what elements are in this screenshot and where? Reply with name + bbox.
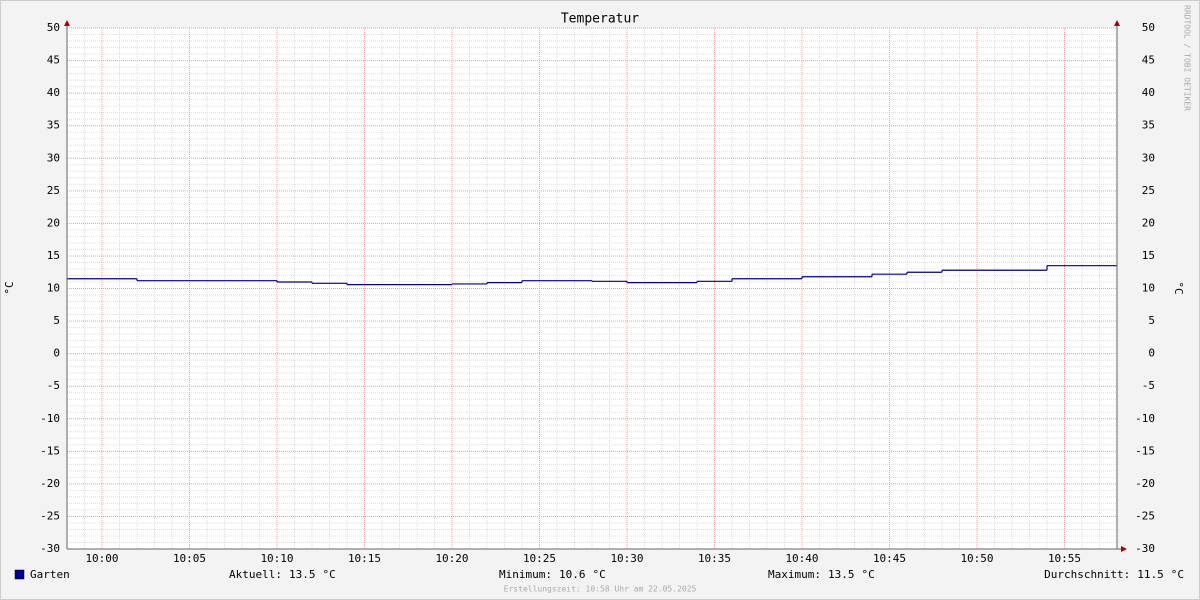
stat: Aktuell: 13.5 °C [229, 568, 336, 581]
y2-tick-label: -30 [1135, 542, 1155, 555]
y2-tick-label: 25 [1142, 184, 1155, 197]
stat: Durchschnitt: 11.5 °C [1044, 568, 1184, 581]
y2-tick-label: -25 [1135, 509, 1155, 522]
legend-label: Garten [30, 568, 70, 581]
y2-tick-label: 30 [1142, 151, 1155, 164]
y-tick-label: -30 [40, 542, 60, 555]
stat-value: 13.5 [289, 568, 316, 581]
y-tick-label: 40 [47, 86, 60, 99]
x-tick-label: 10:55 [1048, 552, 1081, 565]
y-tick-label: 5 [53, 314, 60, 327]
y-tick-label: 50 [47, 21, 60, 34]
x-tick-label: 10:45 [873, 552, 906, 565]
grid [67, 27, 1117, 550]
y-tick-label: 30 [47, 151, 60, 164]
y2-tick-label: 35 [1142, 119, 1155, 132]
y2-tick-label: -15 [1135, 444, 1155, 457]
x-tick-label: 10:50 [960, 552, 993, 565]
stat-label: Durchschnitt: [1044, 568, 1130, 581]
y-tick-label: 45 [47, 54, 60, 67]
stat-value: 10.6 [559, 568, 586, 581]
y-tick-label: -5 [47, 379, 60, 392]
y-tick-label: 20 [47, 216, 60, 229]
stat-unit: °C [592, 568, 605, 581]
stat-value: 11.5 [1137, 568, 1164, 581]
y2-tick-label: 0 [1148, 347, 1155, 360]
y2-tick-label: 20 [1142, 216, 1155, 229]
stat-label: Aktuell: [229, 568, 282, 581]
x-tick-label: 10:40 [785, 552, 818, 565]
stat-unit: °C [1171, 568, 1184, 581]
y2-tick-label: 15 [1142, 249, 1155, 262]
marks [67, 265, 1117, 286]
stat-unit: °C [322, 568, 335, 581]
x-tick-label: 10:00 [85, 552, 118, 565]
stat-label: Maximum: [768, 568, 821, 581]
x-tick-label: 10:10 [260, 552, 293, 565]
legend-swatch [14, 569, 25, 580]
y2-tick-label: 5 [1148, 314, 1155, 327]
y2-tick-label: 40 [1142, 86, 1155, 99]
x-tick-label: 10:05 [173, 552, 206, 565]
y-tick-label: -25 [40, 509, 60, 522]
y2-tick-label: 45 [1142, 54, 1155, 67]
y-tick-label: -20 [40, 477, 60, 490]
y-tick-label: 35 [47, 119, 60, 132]
y2-tick-label: -20 [1135, 477, 1155, 490]
stat: Minimum: 10.6 °C [499, 568, 606, 581]
footer: Erstellungszeit: 10:58 Uhr am 22.05.2025 [504, 585, 697, 594]
x-tick-label: 10:25 [523, 552, 556, 565]
x-tick-label: 10:15 [348, 552, 381, 565]
y2-axis-label: °C [1172, 281, 1185, 294]
x-tick-label: 10:35 [698, 552, 731, 565]
y2-tick-label: -10 [1135, 412, 1155, 425]
y-tick-label: -10 [40, 412, 60, 425]
stat: Maximum: 13.5 °C [768, 568, 875, 581]
stat-value: 13.5 [828, 568, 855, 581]
y-axis-label: °C [3, 281, 16, 294]
x-tick-label: 10:30 [610, 552, 643, 565]
x-tick-label: 10:20 [435, 552, 468, 565]
stat-unit: °C [861, 568, 874, 581]
y2-tick-label: 50 [1142, 21, 1155, 34]
stat-label: Minimum: [499, 568, 552, 581]
y-tick-label: 25 [47, 184, 60, 197]
y-tick-label: 0 [53, 347, 60, 360]
y-tick-label: 10 [47, 282, 60, 295]
chart-title: Temperatur [561, 12, 639, 27]
y2-tick-label: 10 [1142, 282, 1155, 295]
y2-tick-label: -5 [1142, 379, 1155, 392]
y-tick-label: 15 [47, 249, 60, 262]
watermark: RRDTOOL / TOBI OETIKER [1183, 5, 1192, 111]
y-tick-label: -15 [40, 444, 60, 457]
